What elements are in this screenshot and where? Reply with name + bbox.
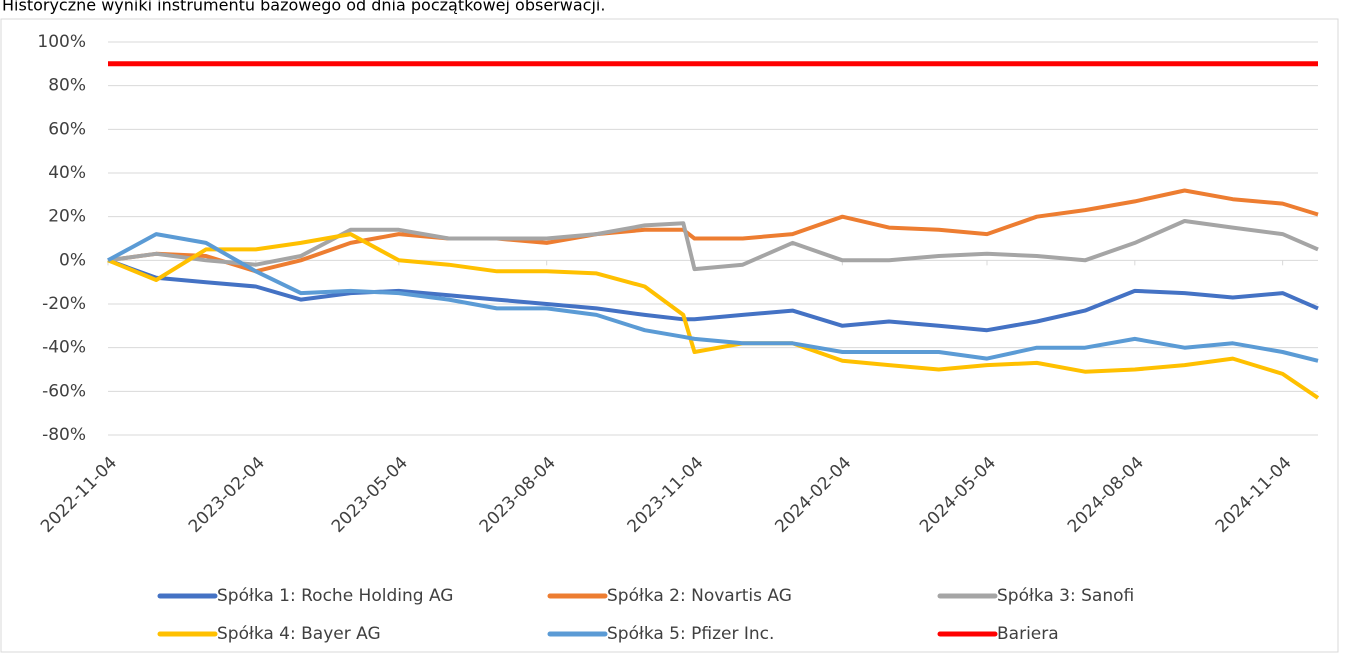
legend-label: Spółka 1: Roche Holding AG xyxy=(217,586,453,606)
legend-label: Spółka 2: Novartis AG xyxy=(607,586,792,606)
y-tick-label: 100% xyxy=(37,32,86,52)
legend-label: Spółka 4: Bayer AG xyxy=(217,624,381,644)
series-line xyxy=(107,188,1319,274)
y-tick-label: 20% xyxy=(48,207,86,227)
series-line xyxy=(107,232,1319,363)
y-tick-label: -20% xyxy=(42,294,86,314)
y-tick-label: 60% xyxy=(48,119,86,139)
legend-label: Spółka 5: Pfizer Inc. xyxy=(607,624,774,644)
y-tick-label: 40% xyxy=(48,163,86,183)
y-tick-label: -60% xyxy=(42,381,86,401)
series-line xyxy=(107,258,1319,333)
y-tick-label: 0% xyxy=(59,250,86,270)
legend-label: Spółka 3: Sanofi xyxy=(997,586,1134,606)
y-tick-label: -80% xyxy=(42,425,86,445)
y-tick-label: -40% xyxy=(42,338,86,358)
chart-subtitle: Historyczne wyniki instrumentu bazowego … xyxy=(2,0,605,15)
series-line xyxy=(107,219,1319,272)
y-tick-label: 80% xyxy=(48,76,86,96)
series-line xyxy=(107,232,1320,400)
legend-label: Bariera xyxy=(997,624,1059,644)
